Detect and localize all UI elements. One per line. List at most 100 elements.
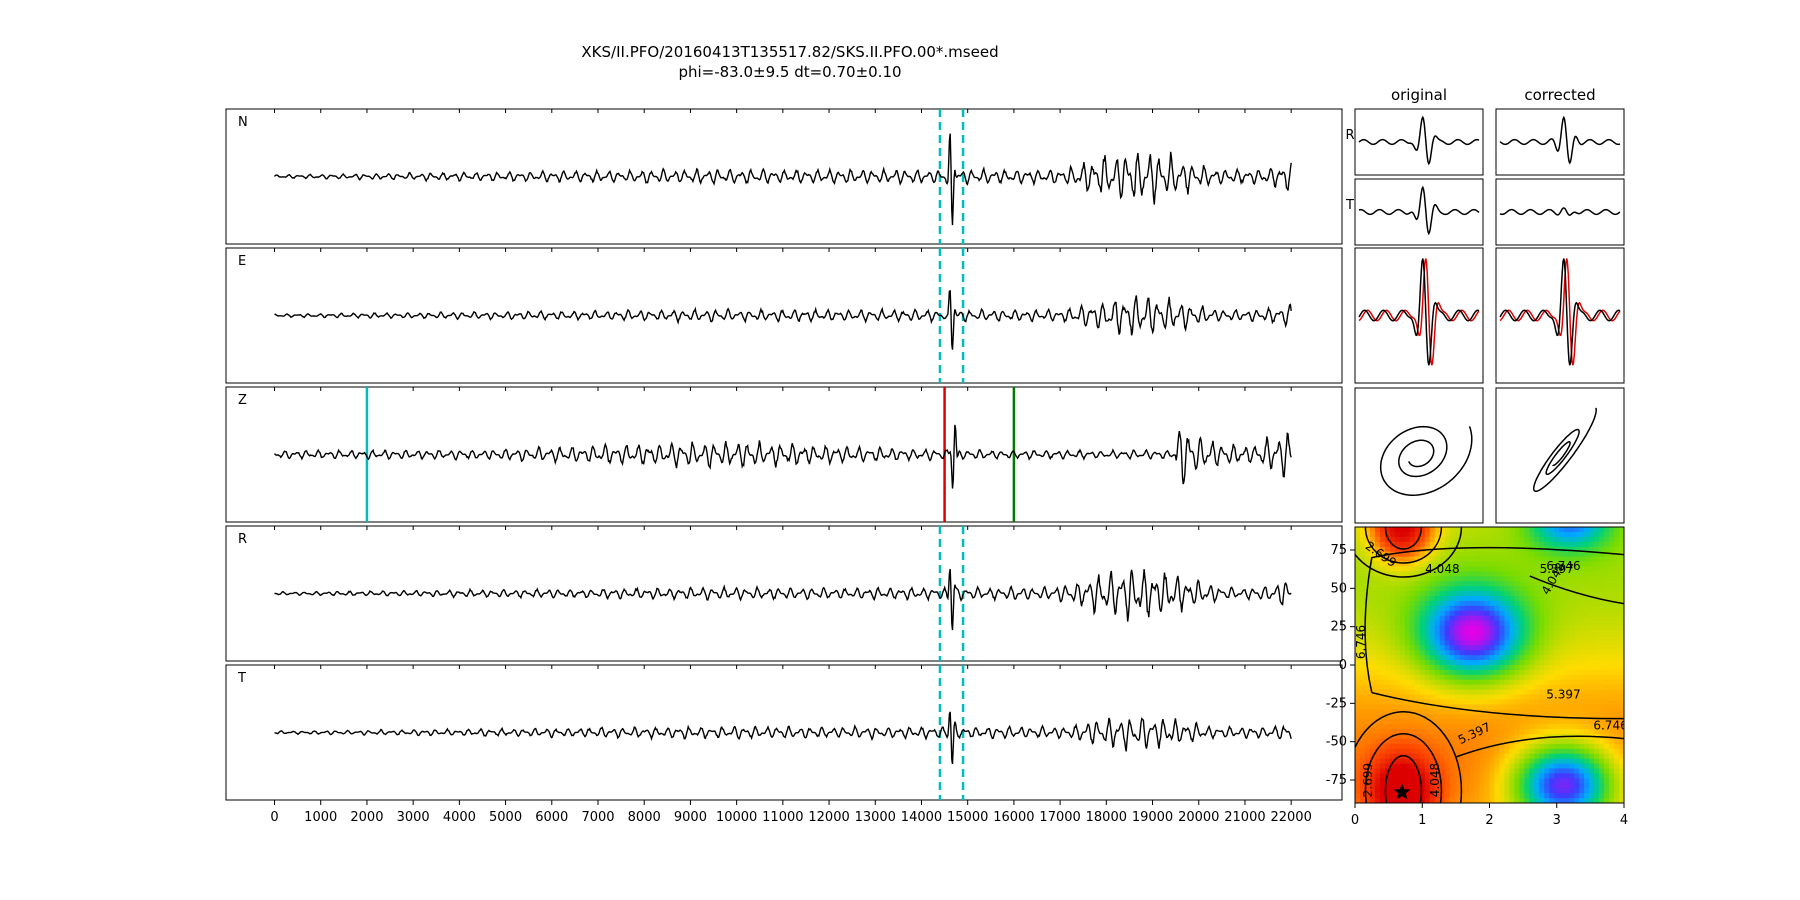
error-surface-cell: [1509, 586, 1516, 592]
error-surface-cell: [1459, 650, 1466, 656]
error-surface-cell: [1604, 571, 1610, 577]
error-surface-cell: [1519, 625, 1525, 632]
error-surface-cell: [1444, 536, 1451, 543]
error-surface-cell: [1549, 758, 1555, 765]
error-surface-cell: [1549, 645, 1555, 651]
pm-panel: [1495, 387, 1625, 524]
error-surface-cell: [1619, 793, 1624, 799]
error-surface-cell: [1534, 758, 1540, 765]
error-surface-cell: [1484, 640, 1491, 646]
error-surface-cell: [1549, 586, 1555, 592]
error-surface-cell: [1459, 768, 1466, 775]
error-surface-cell: [1564, 660, 1570, 666]
error-surface-cell: [1559, 635, 1565, 641]
error-surface-cell: [1544, 669, 1550, 676]
error-surface-cell: [1429, 738, 1436, 745]
error-surface-cell: [1614, 714, 1620, 720]
error-surface-cell: [1419, 778, 1426, 784]
error-surface-cell: [1419, 610, 1426, 617]
error-surface-cell: [1499, 773, 1506, 779]
error-surface-cell: [1439, 630, 1446, 637]
error-surface-cell: [1544, 724, 1550, 730]
error-surface-cell: [1419, 556, 1426, 563]
error-surface-cell: [1514, 758, 1520, 765]
error-surface-cell: [1549, 738, 1555, 745]
error-surface-cell: [1499, 674, 1506, 681]
error-surface-cell: [1604, 586, 1610, 592]
x-tick-label: 2000: [350, 810, 383, 825]
error-surface-cell: [1444, 596, 1451, 602]
error-surface-cell: [1504, 724, 1511, 730]
error-surface-cell: [1559, 798, 1565, 803]
error-surface-cell: [1509, 689, 1516, 696]
error-surface-cell: [1379, 709, 1386, 715]
error-surface-cell: [1529, 758, 1535, 765]
error-surface-cell: [1619, 753, 1624, 760]
error-surface-cell: [1394, 768, 1401, 775]
error-surface-cell: [1419, 709, 1426, 715]
error-surface-cell: [1534, 581, 1540, 587]
error-surface-cell: [1594, 758, 1600, 765]
error-surface-cell: [1459, 669, 1466, 676]
error-surface-cell: [1524, 699, 1530, 706]
error-surface-cell: [1489, 788, 1496, 794]
error-surface-cell: [1389, 620, 1396, 627]
error-surface-cell: [1424, 586, 1431, 592]
error-surface-cell: [1554, 684, 1560, 691]
error-surface-cell: [1509, 709, 1516, 715]
error-surface-cell: [1589, 674, 1595, 681]
error-surface-cell: [1609, 753, 1615, 760]
error-surface-cell: [1464, 788, 1471, 794]
error-surface-cell: [1459, 600, 1466, 607]
error-surface-cell: [1369, 640, 1376, 646]
error-surface-cell: [1554, 798, 1560, 803]
error-surface-cell: [1374, 788, 1381, 794]
error-surface-cell: [1419, 620, 1426, 627]
error-surface-cell: [1559, 600, 1565, 607]
error-surface-cell: [1469, 778, 1476, 784]
error-surface-cell: [1534, 536, 1540, 543]
error-surface-cell: [1394, 773, 1401, 779]
error-surface-cell: [1454, 527, 1461, 533]
error-surface-cell: [1394, 571, 1401, 577]
error-surface-cell: [1569, 541, 1575, 548]
error-surface-cell: [1594, 679, 1600, 686]
error-surface-cell: [1399, 704, 1406, 710]
error-surface-cell: [1374, 768, 1381, 775]
error-surface-cell: [1494, 768, 1501, 775]
pm-panel: [1354, 247, 1484, 384]
error-surface-cell: [1519, 763, 1525, 770]
error-surface-cell: [1384, 625, 1391, 632]
error-surface-cell: [1369, 605, 1376, 612]
error-surface-cell: [1459, 571, 1466, 577]
error-surface-cell: [1434, 743, 1441, 750]
error-surface-cell: [1554, 541, 1560, 548]
error-surface-cell: [1355, 655, 1361, 661]
error-surface-cell: [1554, 793, 1560, 799]
error-surface-cell: [1529, 645, 1535, 651]
error-surface-cell: [1399, 527, 1406, 533]
trace-panel-r: R: [225, 525, 1343, 662]
error-surface-cell: [1554, 551, 1560, 558]
error-surface-cell: [1514, 674, 1520, 681]
error-surface-cell: [1464, 665, 1471, 671]
error-surface-cell: [1574, 566, 1580, 572]
error-surface-cell: [1524, 694, 1530, 701]
error-surface-cell: [1534, 650, 1540, 656]
error-surface-cell: [1364, 527, 1371, 533]
error-surface-cell: [1544, 719, 1550, 725]
error-surface-cell: [1574, 709, 1580, 715]
error-surface-cell: [1554, 778, 1560, 784]
error-surface-cell: [1474, 788, 1481, 794]
error-surface-cell: [1374, 620, 1381, 627]
error-surface-cell: [1464, 625, 1471, 632]
trace-panel-label: N: [238, 115, 248, 130]
error-surface-cell: [1559, 571, 1565, 577]
error-surface-cell: [1374, 625, 1381, 632]
error-surface-cell: [1419, 591, 1426, 597]
error-surface-cell: [1524, 566, 1530, 572]
error-surface-cell: [1559, 674, 1565, 681]
error-surface-cell: [1619, 571, 1624, 577]
error-surface-cell: [1384, 758, 1391, 765]
error-surface-cell: [1379, 546, 1386, 553]
